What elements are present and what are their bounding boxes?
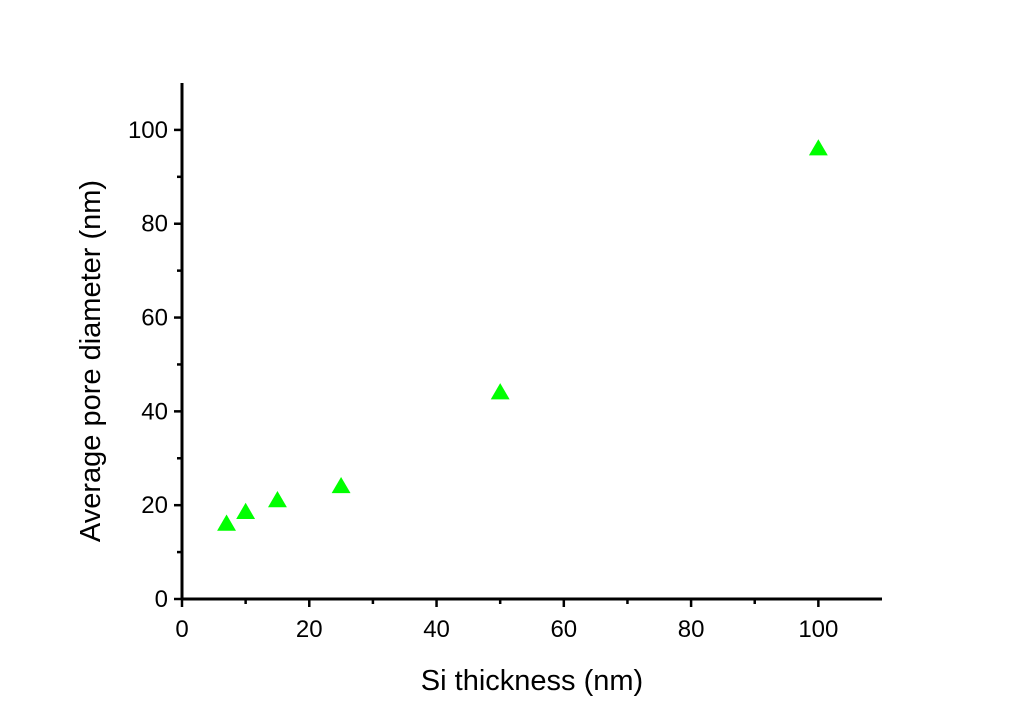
y-tick-label: 0 [155, 586, 168, 613]
y-tick-label: 40 [141, 398, 168, 425]
x-tick-label: 100 [798, 616, 838, 643]
x-tick-label: 80 [678, 616, 705, 643]
data-point [236, 502, 256, 519]
x-tick-label: 0 [175, 616, 188, 643]
y-tick-label: 80 [141, 211, 168, 238]
x-tick-label: 60 [550, 616, 577, 643]
y-tick-label: 100 [128, 117, 168, 144]
y-tick-label: 60 [141, 305, 168, 332]
minor-ticks [177, 175, 756, 604]
y-tick-label: 20 [141, 492, 168, 519]
tick-labels: 0 20 40 60 80 100 0 20 40 60 80 100 [128, 117, 838, 643]
x-tick-label: 40 [423, 616, 450, 643]
data-point [808, 139, 828, 156]
y-axis-title: Average pore diameter (nm) [75, 180, 107, 542]
x-axis-title: Si thickness (nm) [421, 665, 643, 697]
data-point [268, 491, 287, 508]
data-point [490, 383, 510, 400]
data-points [217, 139, 828, 531]
x-tick-label: 20 [296, 616, 323, 643]
major-ticks [174, 128, 820, 607]
data-point [331, 476, 351, 494]
data-point [217, 514, 236, 531]
